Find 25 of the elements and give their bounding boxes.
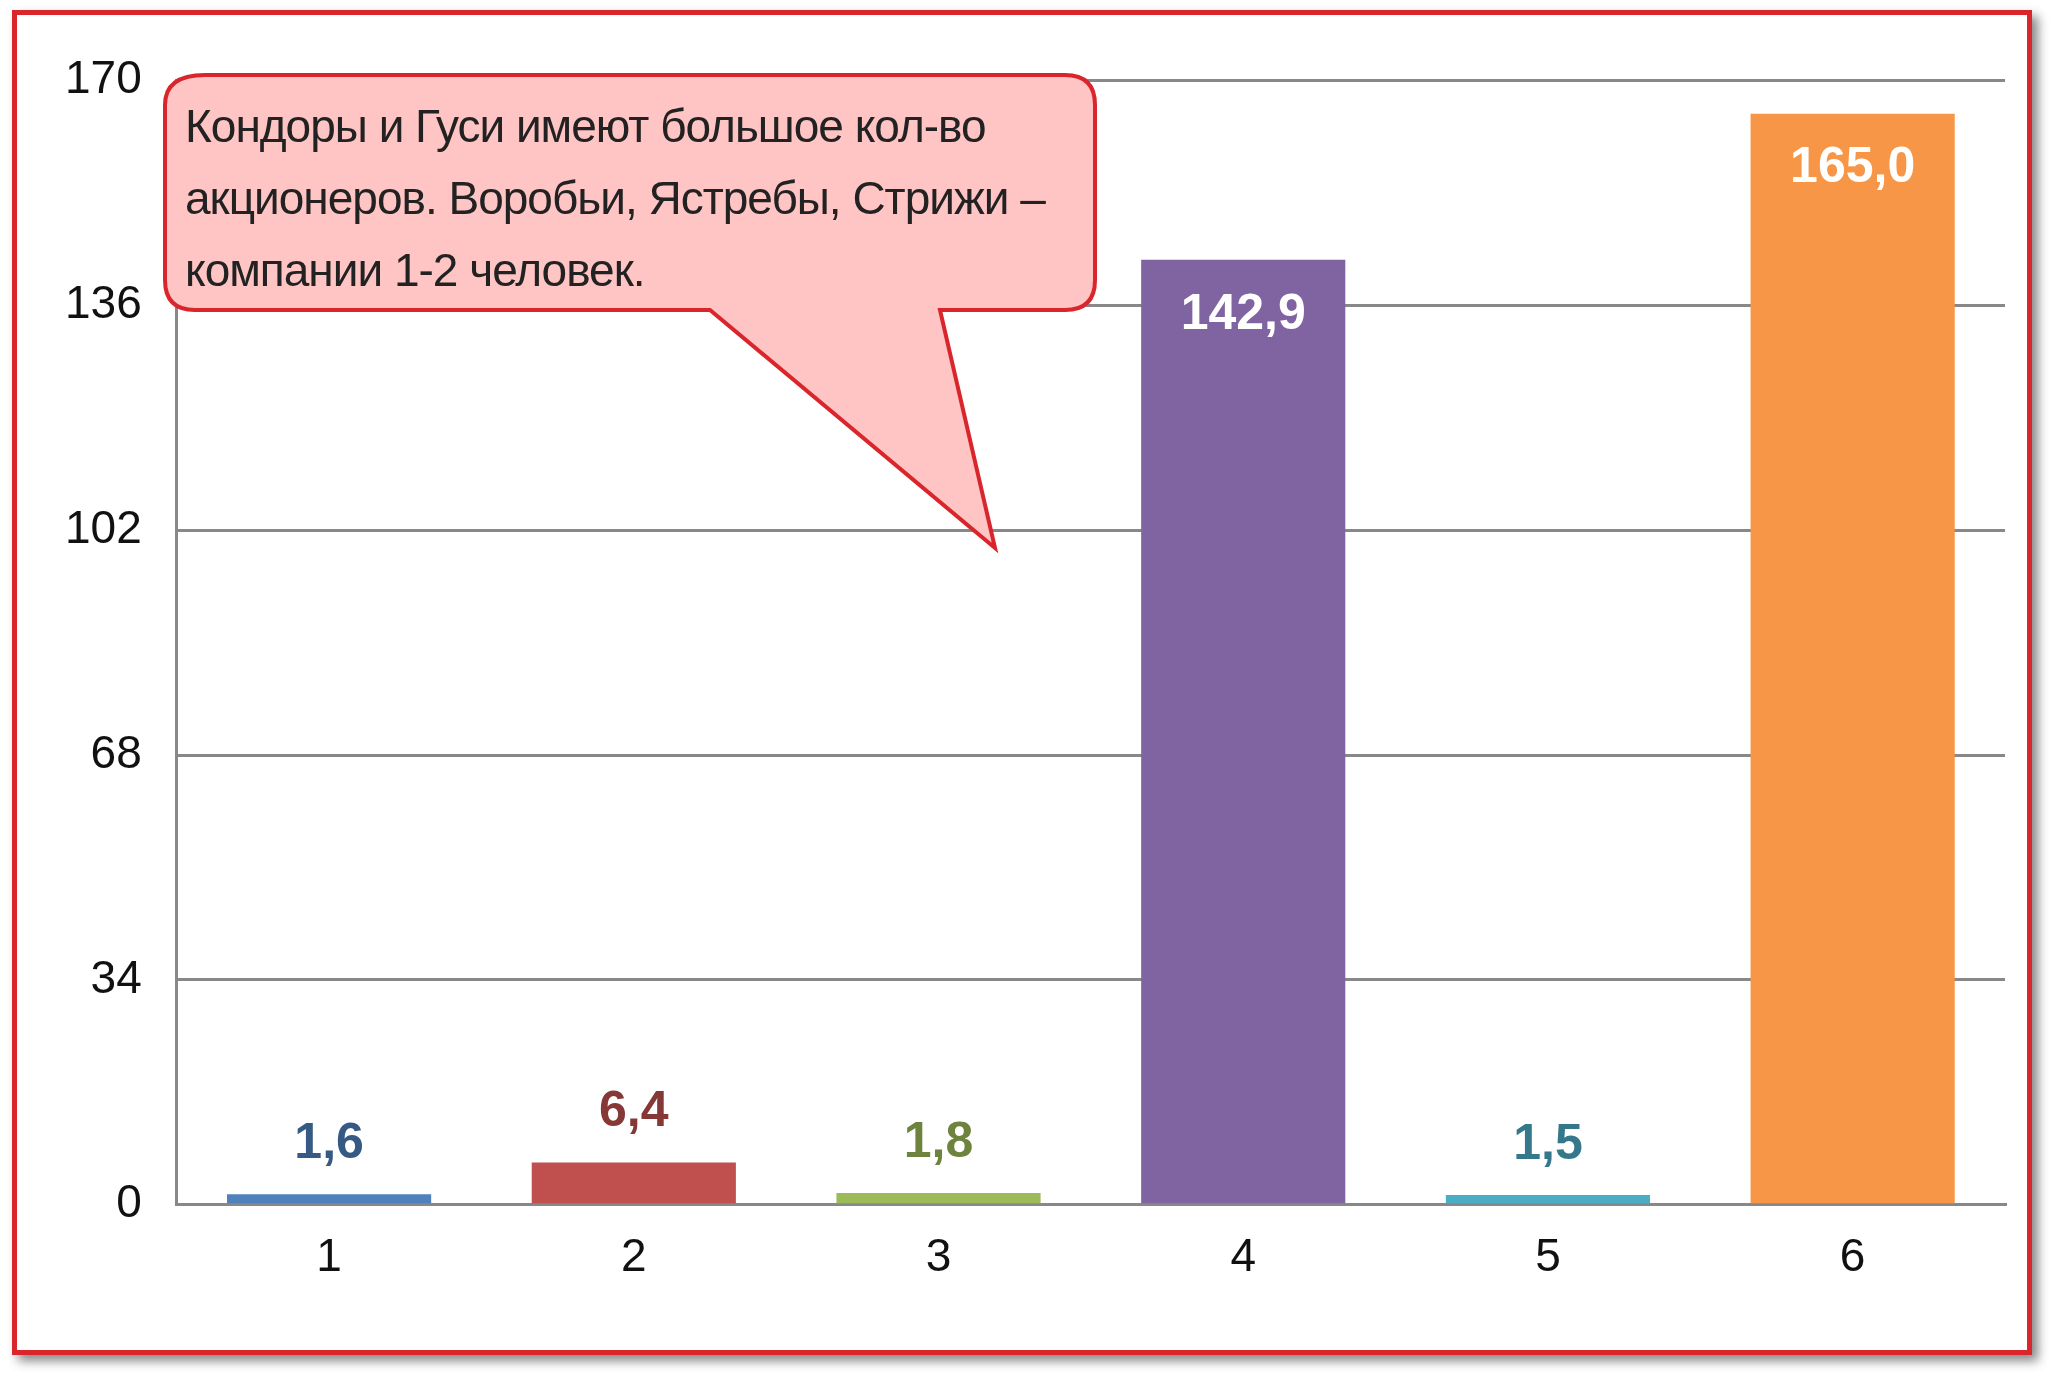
x-tick-label: 2	[621, 1229, 647, 1282]
data-label: 6,4	[599, 1081, 669, 1138]
data-label: 165,0	[1790, 137, 1916, 194]
bar	[1750, 113, 1955, 1204]
x-tick-label: 5	[1535, 1229, 1561, 1282]
x-tick-label: 3	[925, 1229, 952, 1282]
bar	[1445, 1194, 1651, 1204]
bar	[1141, 259, 1346, 1204]
x-tick-label: 6	[1839, 1229, 1866, 1282]
data-label: 1,5	[1513, 1113, 1583, 1170]
data-label: 1,8	[903, 1111, 974, 1168]
y-tick-label: 170	[65, 51, 142, 104]
y-tick-label: 102	[65, 500, 142, 553]
data-label: 1,6	[294, 1113, 364, 1169]
bar	[227, 1194, 432, 1204]
y-tick-label: 136	[65, 276, 142, 329]
y-tick-label: 0	[116, 1175, 142, 1228]
y-tick-label: 34	[90, 950, 142, 1003]
bar	[531, 1162, 736, 1204]
bar	[836, 1192, 1041, 1204]
x-tick-label: 4	[1230, 1229, 1257, 1282]
y-tick-label: 68	[90, 725, 142, 778]
data-label: 142,9	[1180, 283, 1306, 340]
x-tick-label: 1	[316, 1229, 342, 1282]
annotation: Кондоры и Гуси имеют большое кол-во акционеров. Воробьи, Ястребы, Стрижи – компании 1-2 человек.	[185, 99, 1047, 298]
